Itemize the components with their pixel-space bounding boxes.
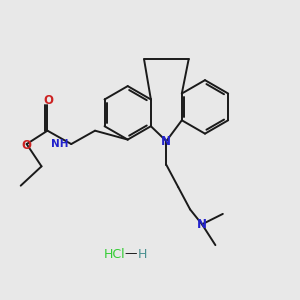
Text: HCl: HCl [103, 248, 125, 260]
Text: —: — [124, 248, 137, 260]
Text: N: N [161, 135, 171, 148]
Text: O: O [43, 94, 53, 107]
Text: O: O [22, 139, 32, 152]
Text: N: N [197, 218, 207, 231]
Text: H: H [138, 248, 147, 260]
Text: NH: NH [51, 139, 69, 149]
